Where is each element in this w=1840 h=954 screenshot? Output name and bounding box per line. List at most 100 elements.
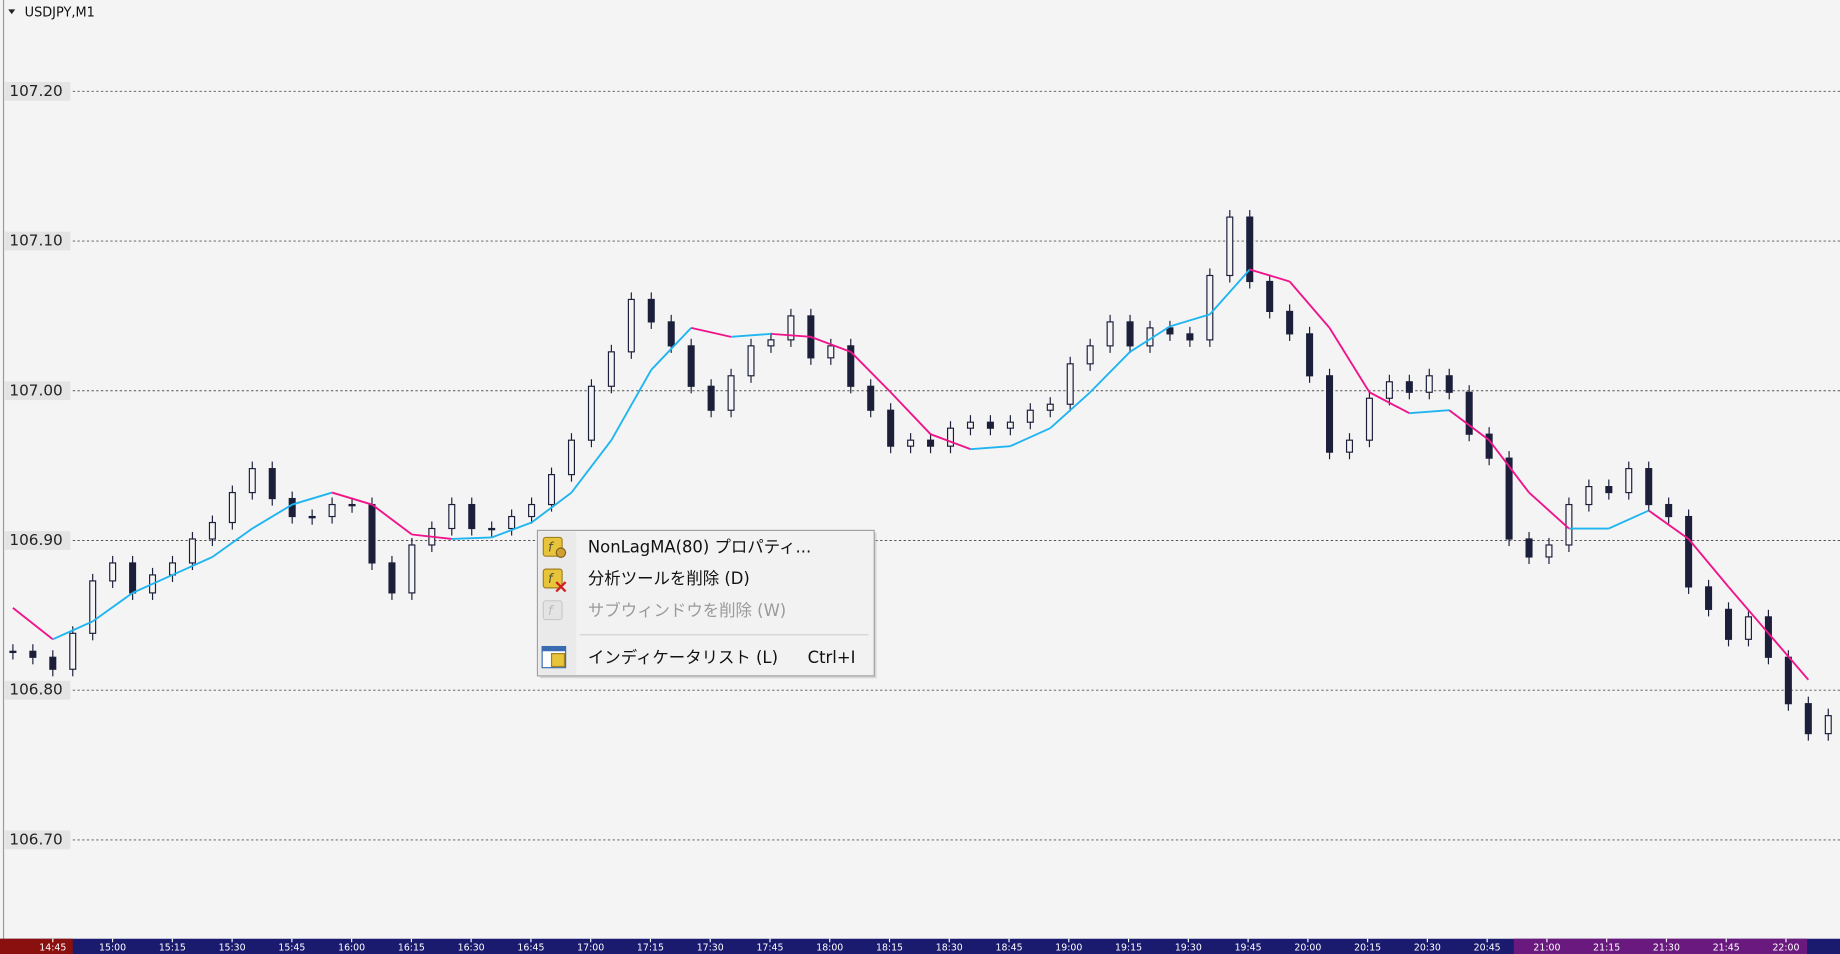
- ma-segment: [1608, 509, 1650, 530]
- price-label: 106.70: [9, 830, 62, 848]
- candle-body: [1824, 715, 1832, 735]
- candle-body: [1345, 439, 1354, 453]
- candle-body: [1006, 421, 1014, 429]
- candle-body: [887, 409, 895, 447]
- menu-box: [536, 529, 875, 677]
- candle-body: [966, 421, 974, 429]
- candle-body: [1585, 486, 1593, 506]
- icon-properties: f: [542, 536, 567, 558]
- ma-segment: [810, 335, 852, 353]
- svg-text:f: f: [548, 604, 555, 619]
- time-label: 17:30: [697, 943, 724, 954]
- price-label: 107.10: [9, 232, 62, 250]
- candle-body: [548, 474, 556, 506]
- time-label: 16:15: [398, 943, 425, 954]
- ma-segment: [970, 445, 1011, 451]
- price-label-bg: [4, 231, 71, 251]
- candle-body: [647, 298, 655, 323]
- candle-body: [188, 538, 196, 564]
- candle-body: [1505, 457, 1513, 540]
- ma-segment: [12, 607, 54, 641]
- candle-body: [129, 562, 137, 594]
- ma-segment: [451, 536, 492, 540]
- candle-body: [1425, 375, 1433, 393]
- time-label: 21:15: [1593, 943, 1620, 954]
- time-label: 20:30: [1414, 943, 1441, 954]
- symbol-label: USDJPY,M1: [25, 5, 95, 20]
- ma-segment: [731, 332, 772, 338]
- candle-body: [767, 339, 775, 347]
- candle-body: [268, 468, 276, 500]
- candle-body: [607, 351, 615, 387]
- candle-body: [109, 562, 117, 582]
- time-label: 22:00: [1772, 943, 1799, 954]
- candle-body: [1445, 375, 1453, 393]
- ma-segment: [610, 369, 653, 441]
- candle-body: [1126, 321, 1134, 347]
- context-menu: f f f NonLagMA(80) プロパティ... 分析ツールを削除 (D) サ…: [536, 529, 877, 679]
- time-label: 18:30: [936, 943, 963, 954]
- ma-segment: [211, 527, 253, 558]
- time-bar: [0, 938, 1840, 954]
- collapse-arrow[interactable]: [8, 9, 16, 15]
- candle-body: [308, 515, 316, 519]
- icon-delete-subwindow: f: [542, 600, 563, 621]
- ma-segment: [251, 503, 293, 530]
- candle-body: [1625, 468, 1633, 494]
- ma-segment: [291, 491, 333, 506]
- price-label-bg: [4, 381, 71, 401]
- price-label-bg: [4, 680, 71, 700]
- time-label: 19:00: [1055, 943, 1082, 954]
- ma-segment: [1089, 351, 1131, 393]
- menu-item-label[interactable]: インディケータリスト (L): [588, 648, 778, 667]
- price-label-bg: [4, 531, 71, 550]
- ma-segment: [1409, 409, 1450, 415]
- time-axis: 14:45 15:00 15:15 15:30 15:45 16:00 16:15 16:30…: [39, 938, 1800, 954]
- moving-average: [12, 268, 1810, 681]
- candle-body: [1405, 381, 1413, 393]
- ma-segment: [172, 556, 213, 576]
- time-label: 15:00: [99, 943, 126, 954]
- candle-body: [1725, 608, 1733, 640]
- candle-body: [1206, 274, 1214, 341]
- candle-body: [248, 468, 256, 494]
- ma-segment: [1727, 586, 1770, 634]
- candle-body: [328, 503, 336, 518]
- menu-item-label[interactable]: 分析ツールを削除 (D): [588, 569, 750, 588]
- candle-body: [29, 650, 37, 658]
- candle-body: [1226, 216, 1234, 277]
- candle-body: [1306, 333, 1314, 377]
- candle-body: [1525, 538, 1533, 558]
- icon-indicator-list: [541, 645, 567, 669]
- candle-body: [1066, 363, 1074, 405]
- ma-segment: [371, 503, 413, 536]
- ma-segment: [491, 521, 532, 539]
- candle-body: [707, 385, 715, 411]
- ma-segment: [1369, 391, 1410, 415]
- price-label: 107.20: [9, 82, 62, 100]
- candle-body: [1046, 403, 1054, 411]
- ma-segment: [850, 351, 892, 393]
- time-label: 14:45: [39, 943, 66, 954]
- candle-body: [1705, 586, 1713, 610]
- ma-segment: [1328, 327, 1371, 393]
- candle-body: [1365, 397, 1373, 441]
- candle-body: [567, 439, 575, 476]
- candle-body: [1266, 280, 1274, 313]
- time-label: 16:45: [517, 943, 544, 954]
- ma-segment: [531, 491, 573, 524]
- ma-segment: [1209, 268, 1251, 316]
- ma-segment: [690, 326, 732, 338]
- candle-body: [907, 439, 915, 447]
- price-label-bg: [4, 830, 71, 850]
- price-label: 106.90: [9, 531, 62, 549]
- menu-item-label[interactable]: NonLagMA(80) プロパティ...: [588, 537, 811, 556]
- candle-body: [89, 580, 97, 634]
- time-label: 18:45: [996, 943, 1023, 954]
- candle-body: [1086, 345, 1094, 365]
- ma-segment: [132, 574, 173, 594]
- ma-segment: [1448, 409, 1490, 441]
- candle-body: [867, 385, 875, 411]
- ma-segment: [52, 620, 94, 641]
